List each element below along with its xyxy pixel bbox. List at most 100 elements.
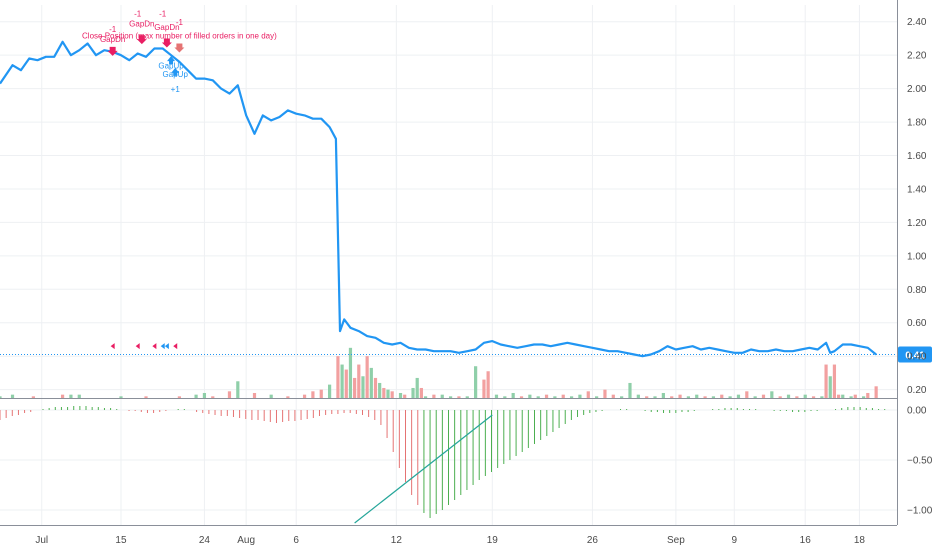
volume-bar: [357, 364, 361, 398]
volume-bar: [553, 396, 557, 398]
volume-bar: [474, 366, 478, 398]
volume-bar: [211, 396, 215, 398]
trade-label: -1: [109, 25, 117, 34]
volume-bar: [511, 392, 515, 398]
volume-bar: [670, 396, 674, 398]
volume-bar: [236, 381, 240, 398]
volume-bar: [423, 396, 428, 398]
volume-bar: [811, 396, 816, 398]
volume-bar: [761, 394, 766, 398]
arrow-down-icon: [174, 43, 185, 53]
volume-bar: [144, 396, 148, 398]
volume-bar: [661, 392, 665, 398]
volume-bar: [60, 394, 65, 398]
price-series-line: [0, 40, 877, 358]
oscillator-bars: [0, 406, 886, 524]
volume-bar: [302, 394, 307, 398]
volume-bar: [252, 392, 257, 398]
volume-bar: [194, 394, 198, 398]
trade-marker-icon: [135, 343, 140, 350]
volume-bar: [386, 389, 390, 398]
volume-bar: [398, 392, 403, 398]
x-tick-label: Jul: [35, 535, 48, 546]
trade-label: GapUp: [158, 62, 184, 71]
volume-bar: [465, 396, 469, 398]
volume-bar: [311, 391, 315, 398]
volume-bar: [365, 356, 369, 398]
trade-label: GapDn: [129, 20, 154, 29]
volume-bar: [486, 371, 490, 398]
volume-bar: [595, 396, 599, 398]
volume-bar: [327, 384, 332, 398]
volume-bar: [841, 394, 845, 398]
y-tick-label: 0.20: [907, 385, 927, 396]
volume-bar: [482, 379, 486, 398]
volume-bar: [569, 396, 574, 398]
x-tick-label: Aug: [237, 535, 255, 546]
volume-bar: [795, 396, 799, 398]
volume-bar: [786, 394, 791, 398]
volume-bar: [353, 377, 357, 398]
y-tick-label: 1.60: [907, 151, 927, 162]
volume-bar: [824, 364, 828, 398]
volume-bar: [348, 347, 353, 398]
trade-label: +1: [171, 85, 181, 94]
x-tick-label: 6: [293, 535, 299, 546]
volume-bar: [390, 391, 394, 398]
volume-bar: [344, 369, 348, 398]
volume-bar: [10, 394, 15, 398]
arrow-up-icon: [167, 56, 176, 65]
volume-bar: [753, 396, 757, 398]
trade-label: GapDn: [100, 35, 125, 44]
last-value-label: 0.41: [905, 351, 925, 362]
volume-bar: [836, 394, 841, 398]
volume-bar: [678, 394, 682, 398]
volume-bar: [736, 394, 741, 398]
y-tick-label: 0.80: [907, 285, 927, 296]
volume-bar: [286, 396, 290, 398]
volume-bar: [494, 394, 499, 398]
x-tick-label: 18: [854, 535, 866, 546]
volume-bar: [703, 396, 707, 398]
y-tick-label: 0.40: [907, 352, 927, 363]
osc-trendline: [354, 414, 493, 524]
volume-bar: [369, 367, 373, 398]
volume-bar: [536, 396, 540, 398]
volume-bar: [653, 396, 657, 398]
y-tick-label: 2.20: [907, 51, 927, 62]
volume-bar: [820, 396, 824, 398]
volume-bar: [528, 394, 532, 398]
volume-bar: [745, 391, 749, 398]
volume-bar: [544, 394, 549, 398]
volume-bar: [874, 386, 878, 398]
arrow-down-icon: [136, 35, 147, 45]
volume-bar: [361, 376, 365, 398]
volume-bar: [69, 394, 73, 398]
volume-bar: [561, 394, 565, 398]
y-tick-label: 2.00: [907, 84, 927, 95]
volume-bar: [419, 387, 423, 398]
y-tick-label: 1.80: [907, 118, 927, 129]
y-tick-label: 1.00: [907, 251, 927, 262]
volume-bar: [645, 396, 649, 398]
volume-bar: [373, 377, 378, 398]
last-value-badge: [898, 346, 932, 363]
y-tick-label: 1.20: [907, 218, 927, 229]
volume-bar: [832, 364, 837, 398]
volume-bar: [340, 364, 344, 398]
volume-bar: [119, 396, 123, 398]
volume-bar: [382, 387, 386, 398]
volume-bar: [227, 391, 232, 398]
volume-bar: [411, 387, 415, 398]
volume-bar: [415, 377, 419, 398]
volume-bar: [720, 394, 724, 398]
trade-label: -1: [176, 18, 184, 27]
x-tick-label: 19: [487, 535, 499, 546]
volume-bar: [778, 396, 782, 398]
volume-bar: [803, 394, 807, 398]
y-tick-label: 2.40: [907, 17, 927, 28]
volume-bar: [711, 396, 716, 398]
volume-bar: [448, 396, 453, 398]
